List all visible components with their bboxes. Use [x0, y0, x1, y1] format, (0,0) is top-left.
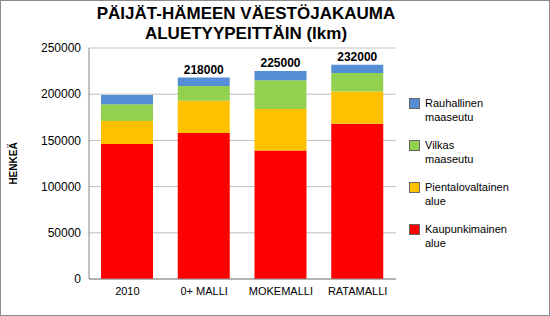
- svg-text:225000: 225000: [260, 56, 300, 70]
- html-text:Pientalovaltainen alue: Pientalovaltainen alue: [425, 181, 509, 207]
- svg-text:HENKEÄ: HENKEÄ: [8, 142, 19, 184]
- svg-text:100000: 100000: [41, 180, 81, 194]
- svg-text:218000: 218000: [184, 63, 224, 77]
- html-text:Kaupunkimainen alue: Kaupunkimainen alue: [425, 223, 507, 249]
- html-text:Vilkas maaseutu: Vilkas maaseutu: [425, 139, 474, 165]
- html-text:PÄIJÄT-HÄMEEN VÄESTÖJAKAUMA: PÄIJÄT-HÄMEEN VÄESTÖJAKAUMA: [96, 4, 396, 23]
- svg-text:232000: 232000: [337, 50, 377, 64]
- svg-text:50000: 50000: [48, 226, 82, 240]
- svg-text:MOKEMALLI: MOKEMALLI: [249, 285, 313, 297]
- html-text:ALUETYYPEITTÄIN (lkm): ALUETYYPEITTÄIN (lkm): [144, 24, 348, 43]
- svg-text:2010: 2010: [115, 285, 139, 297]
- svg-text:0+ MALLI: 0+ MALLI: [180, 285, 227, 297]
- html-text:Rauhallinen maaseutu: Rauhallinen maaseutu: [425, 97, 484, 123]
- svg-text:150000: 150000: [41, 134, 81, 148]
- svg-text:200000: 200000: [41, 87, 81, 101]
- svg-text:RATAMALLI: RATAMALLI: [328, 285, 388, 297]
- svg-text:0: 0: [74, 272, 81, 286]
- svg-text:250000: 250000: [41, 41, 81, 55]
